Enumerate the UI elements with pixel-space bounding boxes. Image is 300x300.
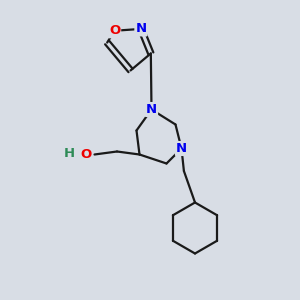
Text: N: N xyxy=(135,22,146,35)
Text: O: O xyxy=(109,24,120,37)
Text: N: N xyxy=(146,103,157,116)
Text: O: O xyxy=(80,148,92,161)
Text: H: H xyxy=(63,146,75,160)
Text: N: N xyxy=(176,142,187,155)
